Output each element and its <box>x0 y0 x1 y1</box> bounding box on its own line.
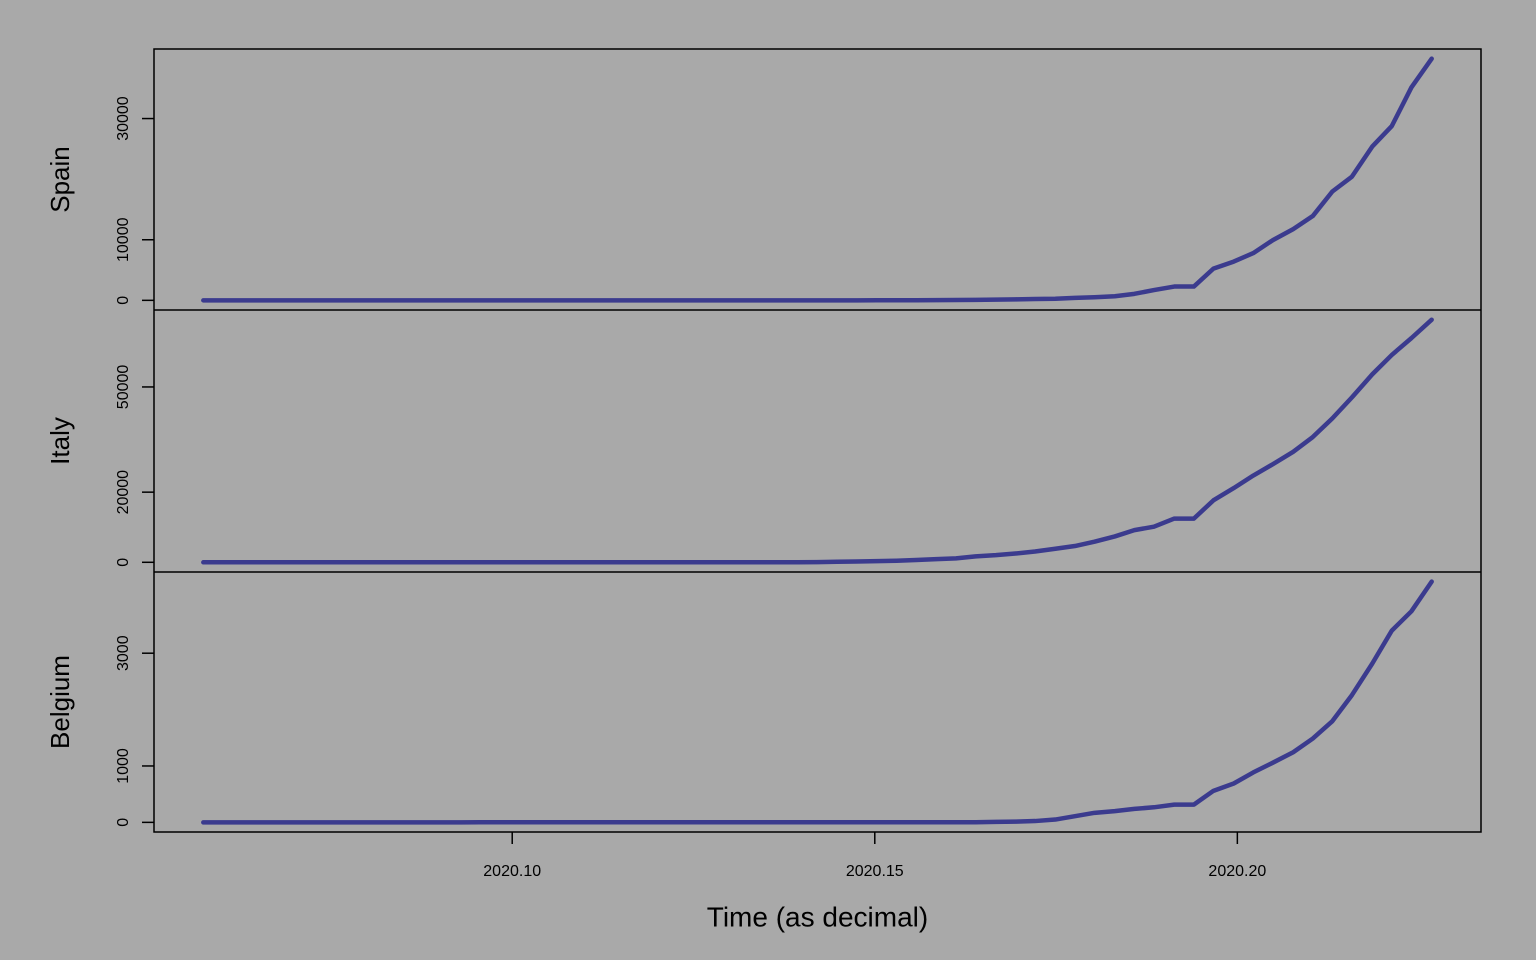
series-line <box>201 579 1434 825</box>
y-axis-label: Belgium <box>45 655 75 749</box>
series-line <box>201 317 1434 565</box>
y-axis-label: Spain <box>45 146 75 213</box>
y-tick-label: 1000 <box>115 748 132 784</box>
y-tick-label: 0 <box>115 296 132 305</box>
y-tick-label: 3000 <box>115 635 132 671</box>
y-tick-label: 30000 <box>115 96 132 141</box>
series-line <box>201 56 1434 303</box>
x-axis-label: Time (as decimal) <box>707 901 928 932</box>
x-tick-label: 2020.10 <box>483 863 541 880</box>
y-tick-label: 10000 <box>115 217 132 262</box>
y-tick-label: 50000 <box>115 365 132 410</box>
y-tick-label: 0 <box>115 818 132 827</box>
y-tick-label: 20000 <box>115 470 132 515</box>
x-tick-label: 2020.20 <box>1208 863 1266 880</box>
y-tick-label: 0 <box>115 558 132 567</box>
y-axis-label: Italy <box>45 417 75 465</box>
x-tick-label: 2020.15 <box>846 863 904 880</box>
plot-frame <box>153 48 1482 833</box>
